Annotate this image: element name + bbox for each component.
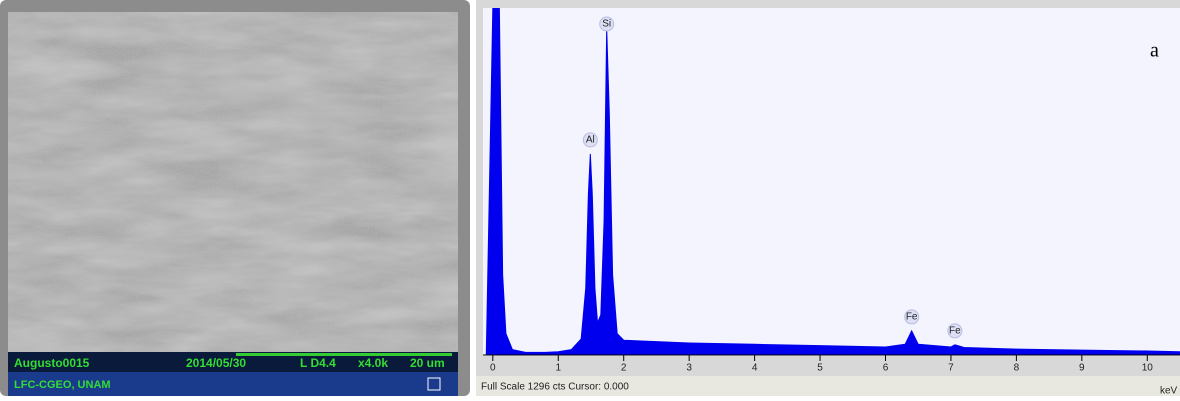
x-tick-label: 10 xyxy=(1142,363,1154,374)
x-tick-label: 4 xyxy=(752,363,758,374)
footer: Full Scale 1296 cts Cursor: 0.000 xyxy=(481,382,629,393)
scale-bar-label: 20 um xyxy=(410,356,445,370)
magnification: x4.0k xyxy=(358,356,388,370)
peak-label: Fe xyxy=(906,312,918,323)
x-tick-label: 1 xyxy=(555,363,561,374)
peak-marker xyxy=(904,309,920,325)
peak-marker xyxy=(947,323,963,339)
mode: L D4.4 xyxy=(300,356,336,370)
sem-grain xyxy=(8,12,458,352)
x-tick-label: 9 xyxy=(1079,363,1085,374)
x-tick-label: 2 xyxy=(621,363,627,374)
peak-marker xyxy=(599,16,615,32)
x-tick-label: 8 xyxy=(1014,363,1020,374)
spectrum xyxy=(485,8,1180,356)
date: 2014/05/30 xyxy=(186,356,246,370)
plot-area xyxy=(483,8,1180,356)
info-bar xyxy=(8,352,458,372)
x-tick-label: 6 xyxy=(883,363,889,374)
spectrum-line xyxy=(485,8,1180,356)
x-tick-label: 7 xyxy=(948,363,954,374)
x-axis-label: keV xyxy=(1160,386,1178,396)
edit-icon[interactable] xyxy=(427,377,441,391)
x-tick-label: 3 xyxy=(686,363,692,374)
peak-label: Al xyxy=(586,135,595,146)
lab-bar xyxy=(8,372,458,396)
peak-label: Si xyxy=(602,19,611,30)
scale-line xyxy=(236,353,452,356)
x-tick-label: 5 xyxy=(817,363,823,374)
panel-label: a xyxy=(1150,40,1159,62)
peak-label: Fe xyxy=(949,325,961,336)
lab-name: LFC-CGEO, UNAM xyxy=(14,379,111,391)
status-bar xyxy=(476,376,1180,396)
x-tick-label: 0 xyxy=(490,363,496,374)
peak-marker xyxy=(582,132,598,148)
sample-name: Augusto0015 xyxy=(14,356,90,370)
